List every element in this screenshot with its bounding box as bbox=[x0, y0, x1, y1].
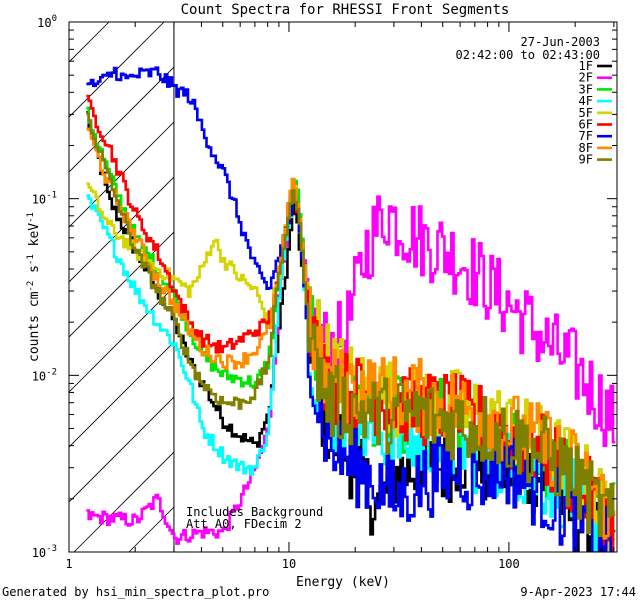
hatch-line bbox=[69, 286, 174, 393]
axis-ticks: 1 10 100 10-3 10-2 10-1 100 bbox=[32, 14, 617, 571]
legend-label-1F: 1F bbox=[579, 59, 593, 73]
legend-label-2F: 2F bbox=[579, 71, 593, 85]
legend-label-7F: 7F bbox=[579, 129, 593, 143]
y-axis-label: counts cm-2 s-1 keV-1 bbox=[26, 212, 42, 362]
y-tick-label: 10-1 bbox=[32, 191, 57, 207]
series-layer bbox=[86, 66, 616, 552]
series-line-9F bbox=[86, 112, 616, 538]
shaded-region-hatch bbox=[69, 22, 174, 552]
timestamp-footer: 9-Apr-2023 17:44 bbox=[520, 585, 636, 599]
hatch-line bbox=[69, 66, 174, 173]
series-line-5F bbox=[86, 182, 616, 552]
hatch-line bbox=[69, 22, 165, 118]
x-tick-label: 10 bbox=[282, 557, 296, 571]
plot-frame bbox=[68, 21, 618, 553]
x-tick-label: 1 bbox=[65, 557, 72, 571]
legend-label-3F: 3F bbox=[579, 82, 593, 96]
chart-title: Count Spectra for RHESSI Front Segments bbox=[181, 2, 510, 18]
annotation-background: Includes Background bbox=[186, 505, 323, 519]
legend-label-4F: 4F bbox=[579, 94, 593, 108]
y-tick-label: 10-3 bbox=[32, 544, 57, 560]
time-range: 02:42:00 to 02:43:00 bbox=[456, 48, 601, 62]
hatch-line bbox=[69, 231, 174, 338]
legend-label-9F: 9F bbox=[579, 153, 593, 167]
hatch-line bbox=[69, 121, 174, 228]
y-tick-label: 10-2 bbox=[32, 367, 57, 383]
hatch-line bbox=[69, 396, 174, 503]
observation-date: 27-Jun-2003 bbox=[521, 35, 600, 49]
legend-label-5F: 5F bbox=[579, 106, 593, 120]
x-axis-label: Energy (keV) bbox=[296, 575, 390, 590]
series-line-2F bbox=[86, 181, 616, 545]
legend-label-8F: 8F bbox=[579, 141, 593, 155]
y-tick-label: 100 bbox=[37, 14, 57, 30]
annotation-attenuator: Att A0, FDecim 2 bbox=[186, 517, 302, 531]
generated-by-footer: Generated by hsi_min_spectra_plot.pro bbox=[2, 585, 269, 599]
hatch-line bbox=[69, 22, 110, 63]
hatch-line bbox=[73, 451, 174, 552]
legend-label-6F: 6F bbox=[579, 118, 593, 132]
x-tick-label: 100 bbox=[498, 557, 520, 571]
